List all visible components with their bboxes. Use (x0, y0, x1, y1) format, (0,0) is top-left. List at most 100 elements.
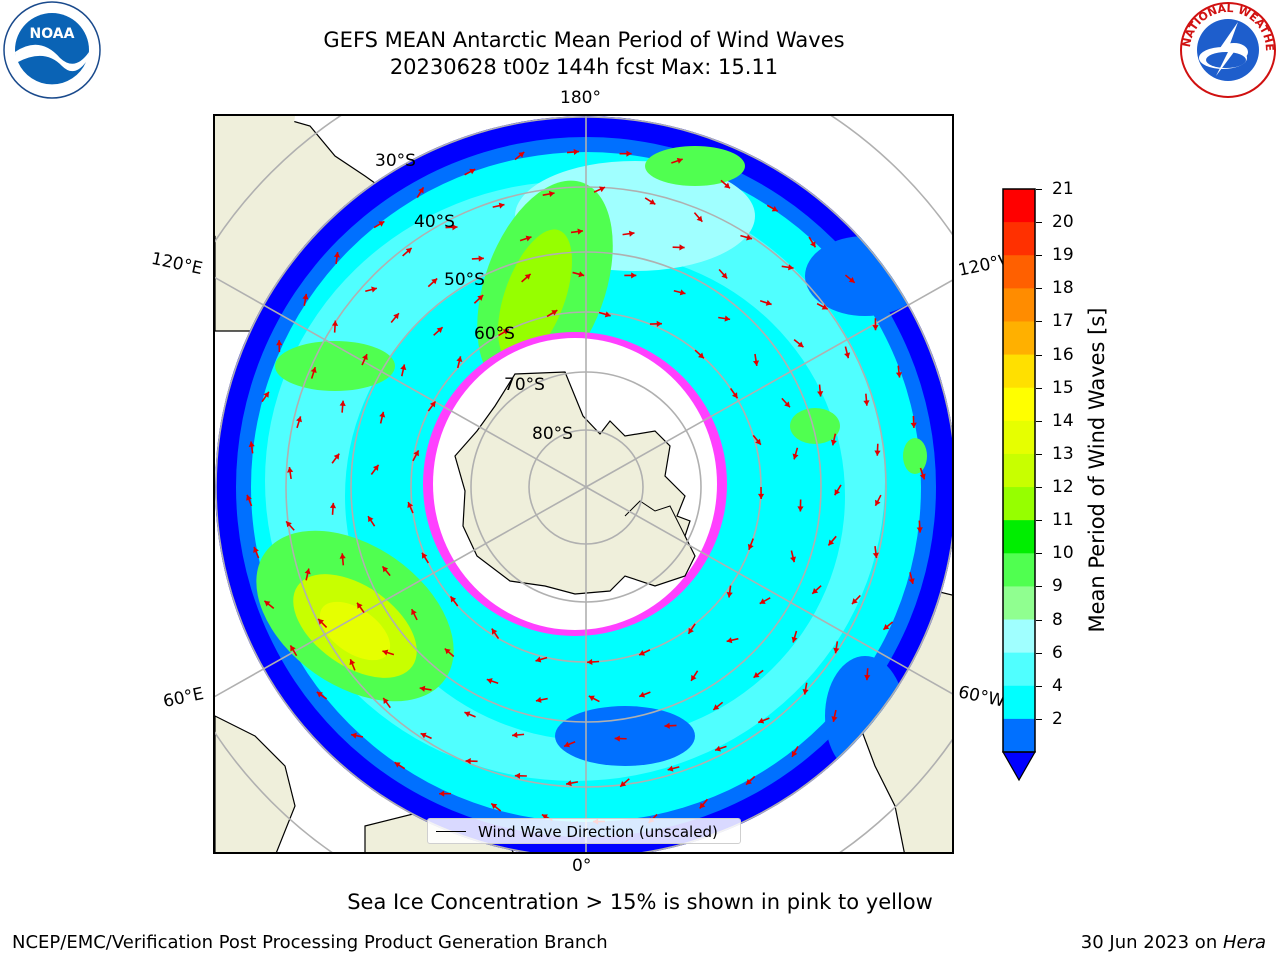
wave-arrow-head (620, 780, 627, 787)
wave-arrow-head (715, 745, 721, 752)
colorbar-tick-mark (1036, 387, 1042, 389)
wave-arrow-head (573, 148, 579, 156)
wave-arrow-head (895, 372, 903, 378)
lon-label-120e: 120°E (149, 248, 205, 280)
legend-label: Wind Wave Direction (unscaled) (478, 823, 718, 841)
wave-arrow-head (469, 168, 476, 175)
wave-arrow-head (411, 609, 417, 616)
colorbar-cell (1003, 487, 1035, 521)
wave-arrow-head (333, 453, 340, 460)
wave-arrow-head (726, 591, 733, 598)
wave-arrow-head (478, 255, 484, 262)
wave-arrow-head (851, 598, 858, 605)
antarctica (454, 371, 696, 595)
wave-arrow-head (302, 293, 309, 300)
wave-arrow-head (290, 645, 296, 652)
wave-arrow-head (253, 546, 259, 553)
colorbar-tick-mark (1036, 321, 1042, 323)
wave-arrow-head (844, 352, 851, 359)
wave-arrow-head (329, 502, 337, 509)
wave-arrow-head (502, 329, 509, 335)
wave-arrow-head (746, 778, 752, 785)
wave-arrow-head (797, 341, 804, 348)
wave-arrow-head (812, 588, 819, 594)
colorbar-tick-mark (1036, 189, 1042, 190)
wave-arrow-head (393, 313, 399, 320)
colorbar-cell (1003, 685, 1035, 720)
wave-arrow-head (667, 765, 674, 772)
colorbar-tick-mark (1036, 619, 1042, 621)
wave-arrow-head (790, 556, 797, 563)
map-frame (213, 114, 954, 854)
wave-arrow-head (465, 758, 471, 765)
wave-arrow-head (368, 516, 374, 523)
wave-arrow-head (791, 750, 798, 757)
lon-label-0: 0° (572, 856, 592, 876)
colorbar-tick-label: 17 (1052, 311, 1074, 332)
wave-arrow-head (439, 790, 445, 797)
colorbar-tick-label: 10 (1052, 543, 1074, 564)
wave-arrow-head (797, 506, 804, 512)
wave-arrow-head (362, 354, 368, 361)
wave-arrow-head (383, 697, 389, 704)
colorbar-cell (1003, 288, 1035, 322)
wave-arrow-head (759, 598, 766, 604)
wave-arrow-head (372, 464, 379, 471)
colorbar-tick-mark (1036, 553, 1042, 555)
wave-arrow-head (456, 356, 463, 363)
wave-arrow-head (486, 678, 493, 684)
wind-wave-arrows (246, 148, 926, 825)
wave-arrow-head (246, 494, 252, 501)
wave-arrow-head (874, 450, 881, 456)
svg-text:NOAA: NOAA (30, 26, 75, 42)
colorbar-cell (1003, 222, 1035, 256)
wave-arrow-head (419, 685, 426, 692)
wave-arrow-head (831, 716, 838, 722)
colorbar-tick-label: 14 (1052, 410, 1074, 431)
wave-arrow-head (588, 695, 595, 702)
lat-label-30s: 30°S (375, 151, 416, 171)
wave-arrow-head (535, 656, 542, 663)
wave-arrow-head (757, 493, 765, 499)
wave-arrow-head (848, 277, 855, 283)
wave-arrow-head (276, 340, 283, 346)
colorbar-tick-mark (1036, 255, 1042, 257)
colorbar-tick-label: 11 (1052, 510, 1074, 531)
wave-arrow-head (830, 439, 837, 446)
wave-arrow-head (452, 224, 458, 231)
wave-arrow-head (286, 521, 292, 528)
wave-arrow-head (525, 235, 532, 242)
colorbar-cell (1003, 420, 1035, 455)
colorbar-tick-mark (1036, 520, 1042, 522)
colorbar-cell (1003, 321, 1035, 356)
wave-arrow-head (758, 717, 765, 724)
lat-label-40s: 40°S (414, 212, 455, 232)
wave-arrow-head (264, 600, 271, 607)
wave-arrow-head (688, 627, 694, 634)
colorbar-tick-mark (1036, 487, 1042, 489)
colorbar-tick-label: 21 (1052, 179, 1074, 199)
wave-arrow-head (791, 636, 798, 643)
footer-date: 30 Jun 2023 on Hera (1080, 932, 1266, 953)
sea-ice-note: Sea Ice Concentration > 15% is shown in … (347, 890, 933, 914)
wave-arrow-head (631, 272, 637, 279)
wave-arrow-head (916, 527, 923, 533)
lat-label-70s: 70°S (504, 375, 545, 395)
wave-arrow-head (649, 198, 656, 205)
colorbar-cell (1003, 453, 1035, 488)
wave-arrow-head (524, 273, 531, 280)
wave-arrow-head (371, 286, 377, 293)
graticule (215, 116, 952, 852)
colorbar (1002, 188, 1036, 782)
wave-arrow-head (287, 467, 294, 473)
wave-arrow-head (421, 552, 428, 559)
colorbar-tick-mark (1036, 453, 1042, 455)
wave-arrow-head (747, 543, 754, 550)
lon-label-60e: 60°E (161, 683, 206, 713)
wave-arrow-head (699, 802, 706, 809)
wave-arrow-head (248, 441, 255, 448)
wave-arrow-head (788, 264, 794, 271)
wave-arrow-head (604, 311, 611, 318)
wave-arrow-head (498, 202, 505, 209)
colorbar-cell (1003, 586, 1035, 621)
